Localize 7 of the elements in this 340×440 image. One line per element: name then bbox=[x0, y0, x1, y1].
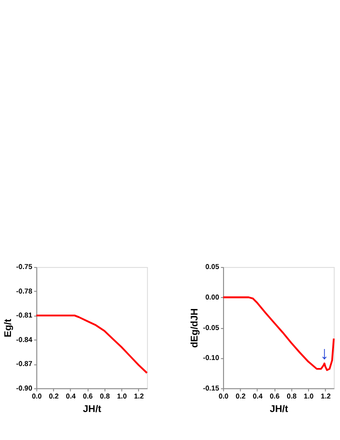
x-axis-title: JH/t bbox=[270, 404, 289, 415]
line-series bbox=[222, 296, 335, 371]
line-series bbox=[35, 314, 148, 374]
x-axis-title: JH/t bbox=[82, 404, 102, 415]
y-axis-title: dEg/dJH bbox=[190, 308, 201, 348]
y-axis-title: Eg/t bbox=[2, 318, 14, 338]
annotation: ↓ bbox=[320, 342, 329, 363]
